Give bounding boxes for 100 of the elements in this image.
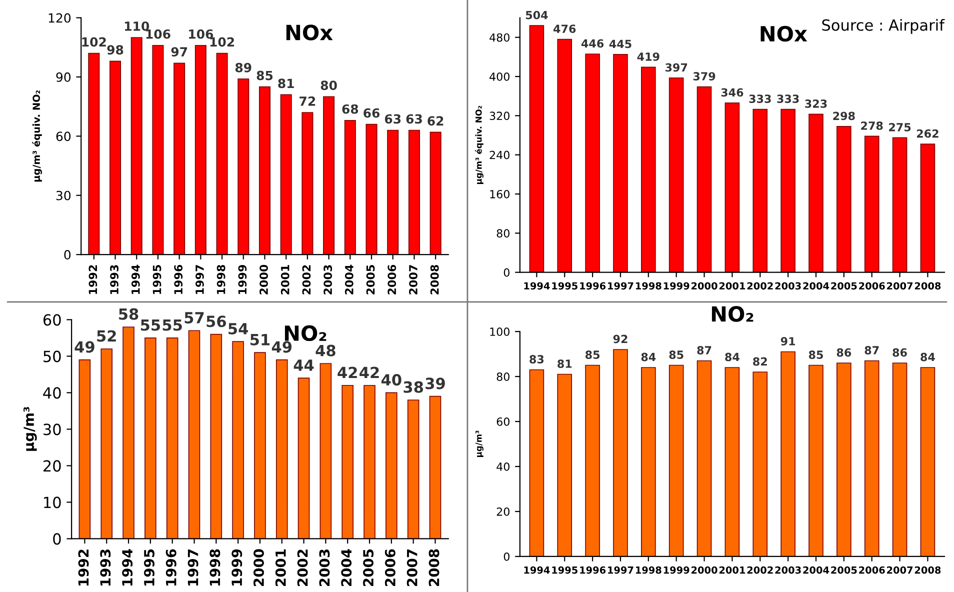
data-label: 262 <box>916 129 938 138</box>
bar <box>585 54 600 272</box>
data-label: 84 <box>920 352 935 362</box>
x-tick-label: 2001 <box>719 566 746 574</box>
data-label: 87 <box>697 346 712 354</box>
data-label: 91 <box>780 337 796 346</box>
bar <box>166 338 178 539</box>
bar <box>430 132 442 255</box>
x-tick-label: 2001 <box>280 265 290 294</box>
x-tick-label: 2005 <box>363 549 374 586</box>
y-tick-label: 30 <box>44 424 61 436</box>
bar <box>557 374 572 556</box>
bar <box>194 44 206 255</box>
x-tick-label: 1997 <box>608 566 634 574</box>
x-tick-label: 1994 <box>524 282 550 290</box>
x-tick-label: 2007 <box>406 550 418 586</box>
bar <box>864 136 880 272</box>
y-tick-label: 240 <box>490 150 510 160</box>
chart-title: NOx <box>286 24 333 40</box>
x-tick-label: 2004 <box>344 264 354 294</box>
bar <box>366 124 378 255</box>
bar <box>696 360 712 556</box>
x-tick-label: 1994 <box>524 566 550 574</box>
x-tick-label: 1996 <box>166 549 176 586</box>
data-label: 278 <box>861 122 883 130</box>
bar <box>920 144 936 272</box>
data-label: 55 <box>162 319 182 331</box>
x-tick-label: 1999 <box>238 264 247 294</box>
bar <box>342 384 354 539</box>
x-tick-label: 2008 <box>914 566 941 574</box>
bar <box>668 78 684 272</box>
bar <box>364 384 376 539</box>
bar <box>144 338 156 539</box>
data-label: 49 <box>272 341 292 353</box>
data-label: 110 <box>124 21 150 31</box>
y-tick-label: 0 <box>504 552 510 561</box>
data-label: 97 <box>171 47 188 57</box>
bar <box>752 372 768 556</box>
bar <box>696 86 712 272</box>
x-tick-label: 2005 <box>366 265 375 294</box>
x-tick-label: 1997 <box>608 282 634 290</box>
data-label: 333 <box>777 94 799 103</box>
bar <box>920 367 936 556</box>
y-tick-label: 90 <box>56 72 71 82</box>
bar <box>836 126 852 272</box>
bar <box>238 78 250 255</box>
y-axis-title: µg/m³ équiv. NO₂ <box>474 106 484 184</box>
bar <box>258 86 270 255</box>
y-tick-label: 0 <box>64 250 71 260</box>
x-tick-label: 1998 <box>636 566 662 574</box>
data-label: 397 <box>665 63 688 72</box>
x-tick-label: 2001 <box>275 549 286 586</box>
y-tick-label: 480 <box>490 33 510 42</box>
data-label: 38 <box>404 381 424 393</box>
bar <box>210 334 222 539</box>
data-label: 66 <box>364 108 380 118</box>
bar <box>130 37 142 255</box>
data-label: 298 <box>833 112 855 120</box>
y-axis-title: µg/m³ <box>24 407 37 451</box>
y-tick-label: 20 <box>44 460 61 472</box>
x-tick-label: 2006 <box>388 264 396 294</box>
x-tick-label: 2003 <box>775 566 801 574</box>
bar <box>110 60 122 255</box>
y-tick-label: 80 <box>496 229 510 238</box>
y-tick-label: 160 <box>490 190 510 198</box>
x-tick-label: 2002 <box>747 566 773 574</box>
x-tick-label: 2002 <box>297 550 308 586</box>
y-tick-label: 100 <box>490 327 510 336</box>
bar <box>298 378 310 539</box>
data-label: 102 <box>82 37 106 47</box>
data-label: 72 <box>300 96 316 106</box>
bar <box>808 364 824 556</box>
data-label: 85 <box>808 350 823 359</box>
x-tick-label: 2003 <box>324 265 332 294</box>
x-tick-label: 1999 <box>232 549 242 586</box>
data-label: 323 <box>805 99 827 108</box>
data-label: 346 <box>721 88 744 97</box>
data-label: 333 <box>749 94 771 103</box>
bar <box>668 364 684 556</box>
x-tick-label: 1998 <box>216 264 226 294</box>
x-tick-label: 2004 <box>803 282 830 290</box>
x-tick-label: 2000 <box>692 282 718 290</box>
bar <box>724 367 740 556</box>
x-tick-label: 2003 <box>319 550 330 586</box>
bar <box>780 351 796 556</box>
data-label: 52 <box>97 330 116 342</box>
data-label: 84 <box>641 352 656 362</box>
bar <box>641 66 656 272</box>
bar <box>641 367 656 556</box>
bar <box>557 38 572 272</box>
x-tick-label: 1992 <box>88 265 98 294</box>
data-label: 42 <box>338 366 357 378</box>
data-label: 39 <box>426 378 445 390</box>
bar <box>407 400 420 539</box>
x-tick-label: 2000 <box>692 566 718 574</box>
x-tick-label: 2003 <box>775 282 801 290</box>
data-label: 58 <box>119 308 138 320</box>
x-tick-label: 1998 <box>636 282 662 290</box>
x-tick-label: 2004 <box>341 549 352 586</box>
y-tick-label: 60 <box>43 314 61 326</box>
